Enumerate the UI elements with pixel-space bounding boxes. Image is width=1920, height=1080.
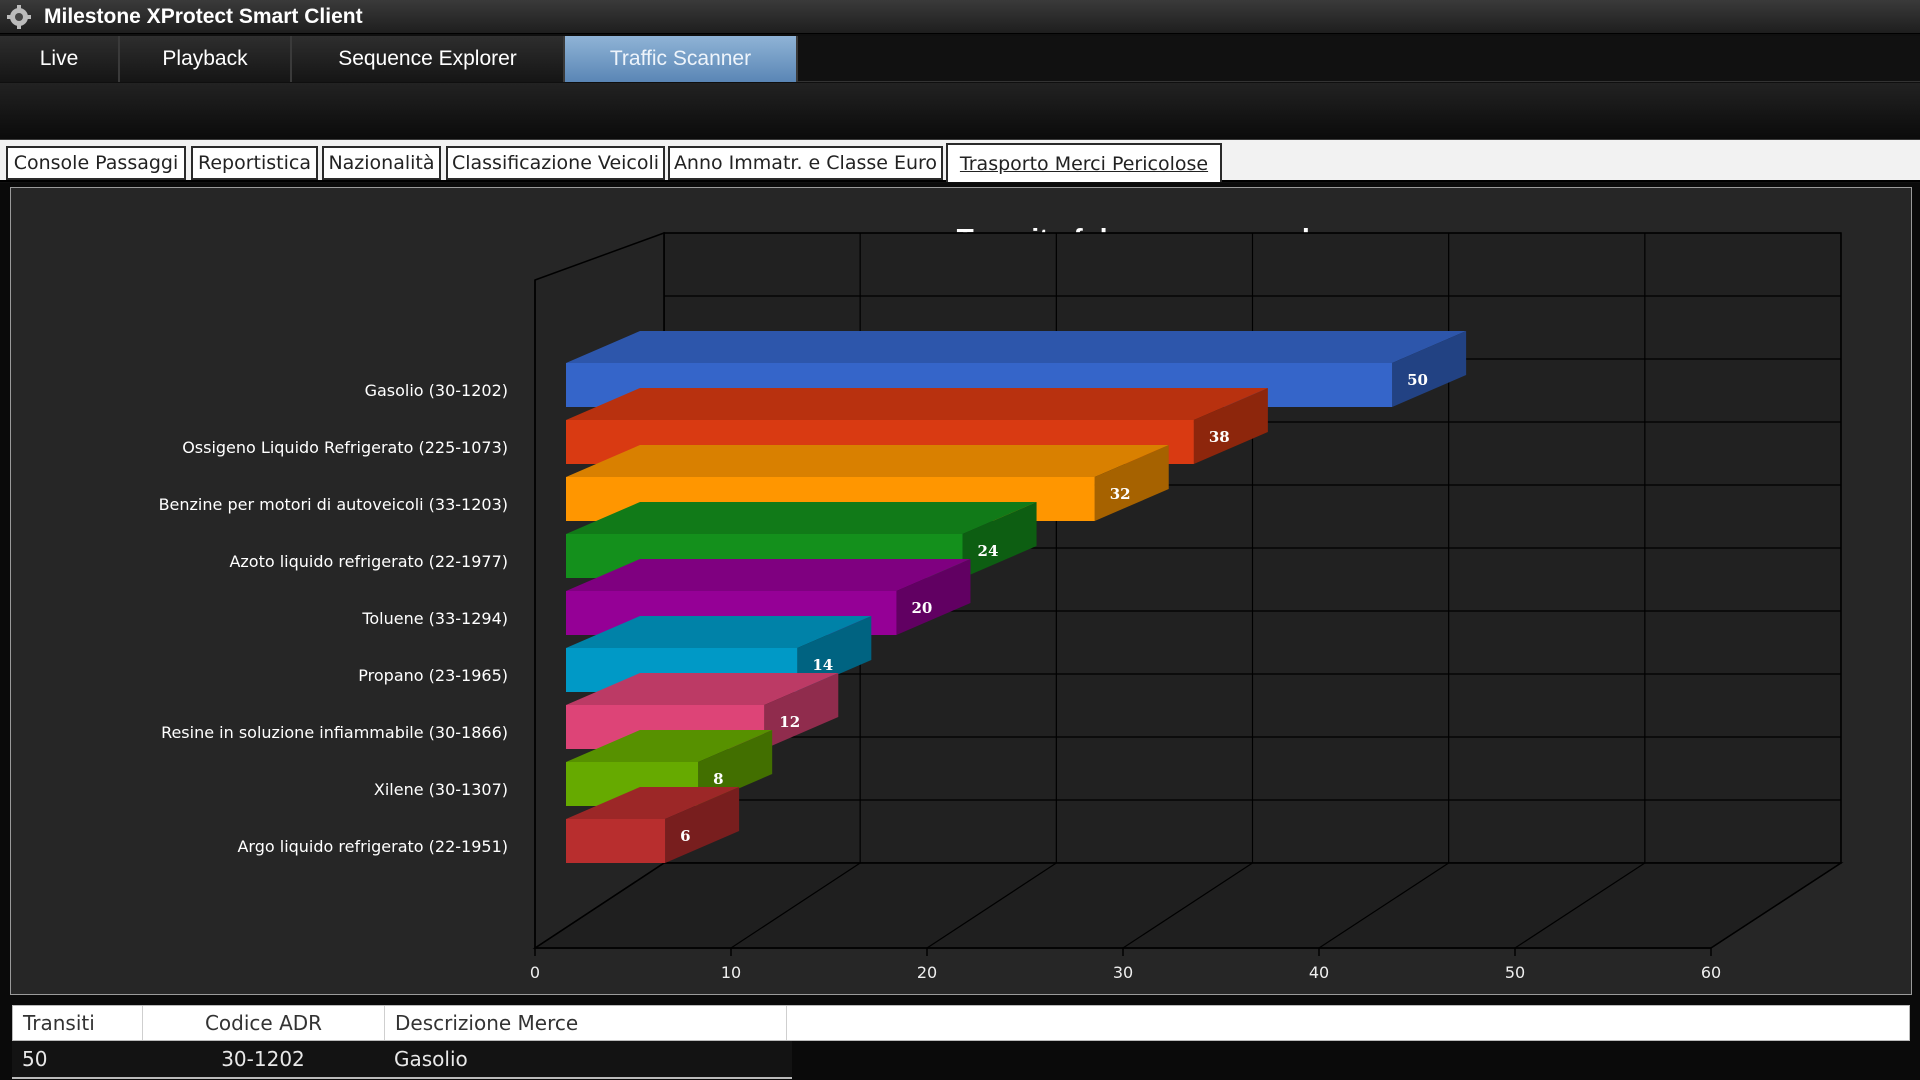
cell-transiti: 50 (22, 1047, 48, 1071)
subtab-anno-immatricolazione[interactable]: Anno Immatr. e Classe Euro (668, 146, 943, 180)
bar-top-face (566, 502, 1037, 534)
bar-value-label: 38 (1209, 428, 1230, 446)
bar-end-face (1193, 388, 1268, 464)
bar-top-face (566, 673, 839, 705)
bar-end-face (764, 673, 839, 749)
bar-end-face (896, 559, 971, 635)
column-header-transiti[interactable]: Transiti (13, 1006, 143, 1040)
gridline-floor (1318, 862, 1449, 949)
cell-codice-adr: 30-1202 (221, 1047, 305, 1071)
x-tick-label: 0 (530, 963, 540, 982)
bar[interactable]: 6 (566, 787, 740, 863)
bar-top-face (566, 445, 1169, 477)
gridline-floor (1514, 862, 1646, 949)
gridline-floor (926, 862, 1057, 949)
bar-top-face (566, 616, 872, 648)
dangerous-goods-chart: Transit of dangerous goods 0102030405060… (159, 223, 1844, 982)
bar-top-face (566, 559, 971, 591)
category-label: Propano (23-1965) (358, 666, 508, 685)
bar-top-face (566, 730, 773, 762)
bar-value-label: 8 (713, 770, 723, 788)
x-tick-label: 10 (721, 963, 741, 982)
bar-series: 50 38 32 24 20 14 12 8 6 (566, 331, 1467, 863)
gridline-floor (1710, 862, 1842, 949)
bar-end-face (665, 787, 740, 863)
bar-value-label: 24 (978, 542, 999, 560)
x-tick-label: 50 (1505, 963, 1525, 982)
tab-playback[interactable]: Playback (120, 36, 292, 82)
bar-value-label: 12 (779, 713, 800, 731)
gridline-floor (534, 862, 665, 949)
bar-value-label: 50 (1407, 371, 1428, 389)
column-header-descrizione-merce[interactable]: Descrizione Merce (385, 1006, 787, 1040)
main-tab-bar: Live Playback Sequence Explorer Traffic … (0, 36, 1920, 82)
bar-value-label: 20 (911, 599, 932, 617)
bar-front-face (566, 819, 666, 863)
window-title: Milestone XProtect Smart Client (44, 4, 363, 28)
category-label: Resine in soluzione infiammabile (30-186… (161, 723, 508, 742)
bar-value-label: 6 (680, 827, 690, 845)
bar-end-face (1392, 331, 1467, 407)
bar-top-face (566, 787, 740, 819)
x-tick-label: 20 (917, 963, 937, 982)
bar-top-face (566, 388, 1268, 420)
title-bar: Milestone XProtect Smart Client (0, 0, 1920, 34)
category-label: Ossigeno Liquido Refrigerato (225-1073) (182, 438, 508, 457)
table-header: Transiti Codice ADR Descrizione Merce (12, 1005, 1910, 1041)
tab-live[interactable]: Live (0, 36, 120, 82)
category-label: Toluene (33-1294) (361, 609, 508, 628)
bar-value-label: 32 (1110, 485, 1131, 503)
category-label: Xilene (30-1307) (374, 780, 508, 799)
x-axis: 0 10 20 30 40 50 60 Gasolio (30-1202) Ossigeno L… (159, 280, 1721, 982)
subtab-classificazione-veicoli[interactable]: Classificazione Veicoli (446, 146, 665, 180)
x-tick-label: 40 (1309, 963, 1329, 982)
category-label: Gasolio (30-1202) (365, 381, 508, 400)
tab-sequence-explorer[interactable]: Sequence Explorer (292, 36, 565, 82)
subtab-nazionalita[interactable]: Nazionalità (322, 146, 441, 180)
subtab-console-passaggi[interactable]: Console Passaggi (6, 146, 186, 180)
bar-value-label: 14 (812, 656, 833, 674)
category-label: Azoto liquido refrigerato (22-1977) (229, 552, 508, 571)
column-header-codice-adr[interactable]: Codice ADR (143, 1006, 385, 1040)
tab-traffic-scanner[interactable]: Traffic Scanner (565, 36, 798, 82)
bar-end-face (1094, 445, 1169, 521)
table-row[interactable]: 50 30-1202 Gasolio (12, 1041, 792, 1079)
category-label: Benzine per motori di autoveicoli (33-12… (159, 495, 508, 514)
bar-end-face (962, 502, 1037, 578)
category-label: Argo liquido refrigerato (22-1951) (237, 837, 508, 856)
gridline-floor (1122, 862, 1253, 949)
bar-top-face (566, 331, 1467, 363)
gridline-floor (730, 862, 861, 949)
milestone-logo-icon (7, 4, 31, 29)
subtab-trasporto-merci-pericolose[interactable]: Trasporto Merci Pericolose (946, 143, 1222, 182)
x-tick-label: 60 (1701, 963, 1721, 982)
chart-panel: Transit of dangerous goods 0102030405060… (10, 187, 1912, 995)
cell-descrizione-merce: Gasolio (394, 1047, 468, 1071)
subtab-reportistica[interactable]: Reportistica (191, 146, 318, 180)
toolbar (0, 83, 1920, 140)
x-tick-label: 30 (1113, 963, 1133, 982)
transit-table: Transiti Codice ADR Descrizione Merce 50… (12, 1005, 1910, 1080)
